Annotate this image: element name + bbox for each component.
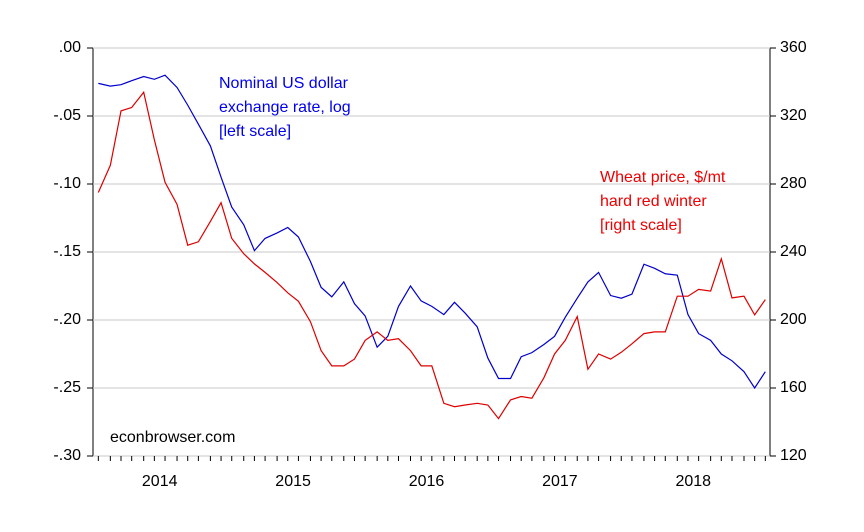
x-tick-label: 2017 (542, 473, 578, 490)
y-tick-label: .00 (59, 39, 81, 56)
annotation: Wheat price, $/mt (600, 169, 726, 186)
annotation: [left scale] (219, 123, 291, 140)
y-tick-label: -.05 (53, 107, 81, 124)
y2-tick-label: 320 (780, 107, 807, 124)
y-tick-label: -.10 (53, 175, 81, 192)
x-tick-label: 2018 (675, 473, 711, 490)
y-tick-label: -.15 (53, 243, 81, 260)
x-tick-label: 2014 (142, 473, 178, 490)
annotation: exchange rate, log (219, 99, 351, 116)
y-tick-label: -.30 (53, 447, 81, 464)
annotation: Nominal US dollar (219, 75, 349, 92)
x-tick-label: 2016 (409, 473, 445, 490)
y2-tick-label: 280 (780, 175, 807, 192)
series-line (98, 74, 766, 390)
y2-tick-label: 160 (780, 379, 807, 396)
y2-tick-label: 120 (780, 447, 807, 464)
annotation: [right scale] (600, 217, 682, 234)
series-line (97, 90, 766, 420)
y2-tick-label: 240 (780, 243, 807, 260)
y-tick-label: -.25 (53, 379, 81, 396)
x-tick-label: 2015 (275, 473, 311, 490)
annotation: econbrowser.com (110, 429, 235, 446)
annotation: hard red winter (600, 193, 707, 210)
y2-tick-label: 360 (780, 39, 807, 56)
y-tick-label: -.20 (53, 311, 81, 328)
y2-tick-label: 200 (780, 311, 807, 328)
